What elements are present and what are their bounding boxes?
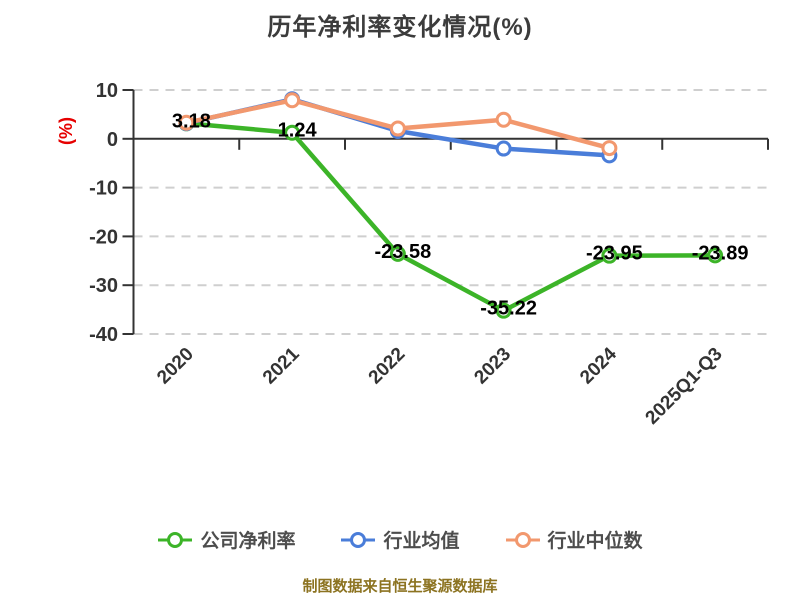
series-line-0[interactable] xyxy=(184,121,718,313)
data-label: -23.95 xyxy=(586,243,643,265)
legend: 公司净利率 行业均值 行业中位数 xyxy=(0,526,800,553)
series-marker-0[interactable] xyxy=(601,247,618,264)
series-marker-0[interactable] xyxy=(389,245,406,262)
x-tick-label: 2021 xyxy=(259,343,304,388)
legend-label: 行业均值 xyxy=(383,531,460,552)
x-tick-label: 2025Q1-Q3 xyxy=(642,344,727,429)
series-marker-0[interactable] xyxy=(707,247,724,264)
data-label: 1.24 xyxy=(278,120,318,142)
data-label: -23.89 xyxy=(692,242,749,264)
series-marker-0[interactable] xyxy=(284,124,301,141)
x-tick-label: 2023 xyxy=(470,344,515,389)
series-marker-2[interactable] xyxy=(389,120,406,137)
series-marker-0[interactable] xyxy=(495,302,512,319)
legend-line-marker-icon xyxy=(505,531,540,548)
series-marker-2[interactable] xyxy=(178,114,195,131)
series-marker-2[interactable] xyxy=(495,111,512,128)
source-note: 制图数据来自恒生聚源数据库 xyxy=(302,578,498,595)
y-tick-label: -10 xyxy=(89,178,118,200)
legend-line-marker-icon xyxy=(158,531,193,548)
legend-label: 公司净利率 xyxy=(200,531,296,552)
y-tick-label: 10 xyxy=(96,80,118,102)
chart-title: 历年净利率变化情况(%) xyxy=(267,14,533,41)
series-marker-1[interactable] xyxy=(495,140,512,157)
legend-item-industry-median[interactable]: 行业中位数 xyxy=(505,526,643,553)
x-tick-label: 2022 xyxy=(365,344,410,389)
y-tick-label: -30 xyxy=(89,275,118,297)
x-tick-label: 2020 xyxy=(153,344,198,389)
data-label: -35.22 xyxy=(480,298,537,320)
legend-label: 行业中位数 xyxy=(547,531,643,552)
data-label: 3.18 xyxy=(172,110,211,132)
series-marker-2[interactable] xyxy=(601,140,618,157)
legend-item-industry-mean[interactable]: 行业均值 xyxy=(340,526,460,553)
legend-line-marker-icon xyxy=(341,531,376,548)
legend-item-company-net-margin[interactable]: 公司净利率 xyxy=(157,526,295,553)
y-axis-unit-label: (%) xyxy=(56,117,76,145)
y-tick-label: 0 xyxy=(107,129,118,151)
x-tick-label: 2024 xyxy=(576,343,621,388)
y-tick-label: -20 xyxy=(89,226,118,248)
data-label: -23.58 xyxy=(375,241,432,263)
y-tick-label: -40 xyxy=(89,324,118,346)
series-marker-2[interactable] xyxy=(284,92,301,109)
